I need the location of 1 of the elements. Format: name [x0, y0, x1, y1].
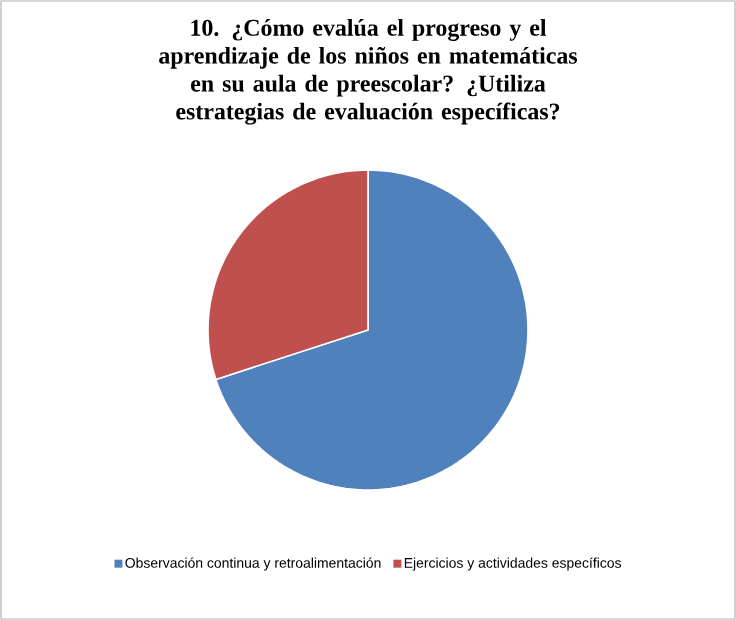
chart-title: 10. ¿Cómo evalúa el progreso y el aprendizaje de los niños en matemáticas en su aula de preescolar? ¿Utiliza estrategias de evaluación específicas?: [159, 19, 578, 125]
